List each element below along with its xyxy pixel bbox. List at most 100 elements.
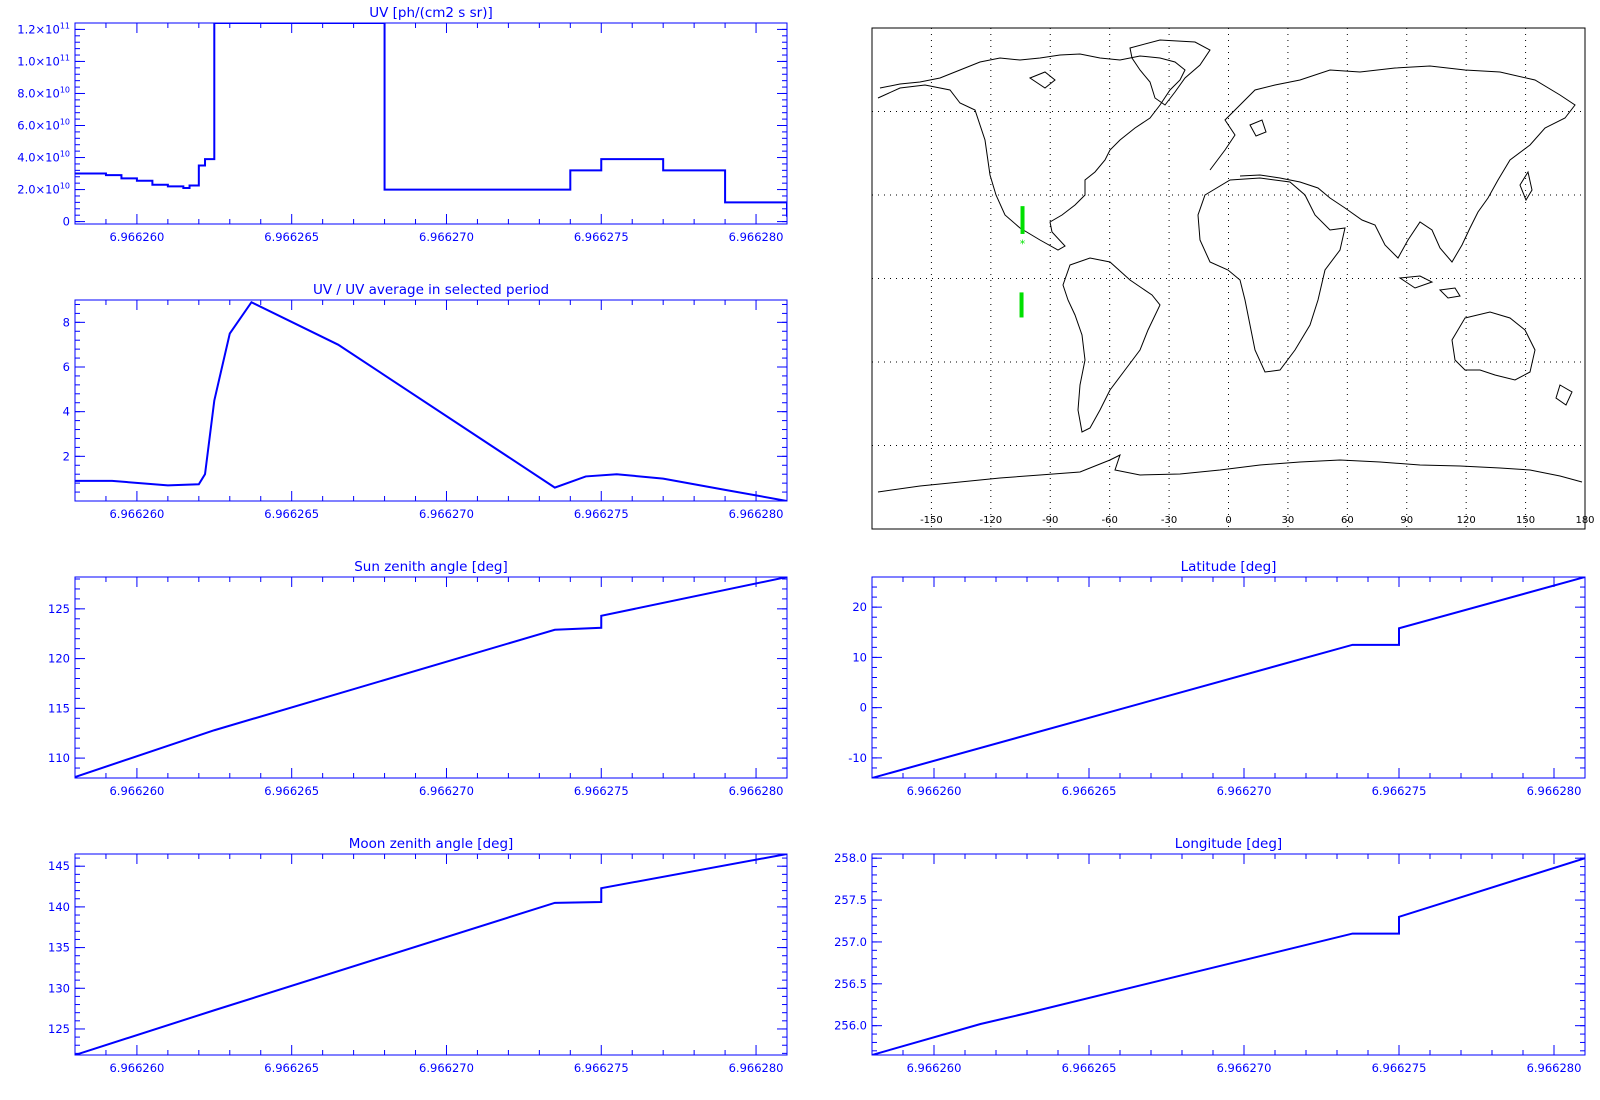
chart-longitude: Longitude [deg] 6.966260 6.966265 6.966270 6… — [834, 836, 1586, 1075]
x-tick-label: 6.966260 — [907, 784, 962, 798]
map-x-tick-label: -90 — [1042, 515, 1058, 526]
map-x-tick-label: -30 — [1161, 515, 1177, 526]
coastline-greenland — [1129, 39, 1211, 106]
map-x-tick-label: 120 — [1457, 515, 1476, 526]
map-grid — [872, 28, 1585, 529]
y-tick-label: 2.0×1010 — [17, 182, 70, 197]
y-tick-mantissa: 1.2×10 — [17, 22, 60, 36]
coastline-eurasia — [1209, 65, 1576, 263]
chart-title: Moon zenith angle [deg] — [349, 836, 514, 852]
x-tick-label: 6.966275 — [574, 507, 629, 521]
chart-sun_zenith: Sun zenith angle [deg] 6.966260 6.966265 6.… — [48, 559, 788, 798]
x-tick-label: 6.966280 — [1527, 784, 1582, 798]
y-tick-label: 4 — [63, 405, 70, 419]
y-tick-label: 140 — [48, 900, 70, 914]
x-tick-label: 6.966270 — [419, 230, 474, 244]
coastline-islands — [1028, 71, 1573, 406]
y-tick-label: 1.0×1011 — [17, 53, 70, 68]
map-x-tick-label: 90 — [1400, 515, 1413, 526]
plot-frame — [871, 853, 1586, 1056]
x-tick-label: 6.966280 — [729, 1061, 784, 1075]
x-tick-label: 6.966260 — [109, 230, 164, 244]
x-tick-label: 6.966260 — [109, 1061, 164, 1075]
ground-track: * — [1019, 206, 1026, 318]
y-tick-label: 256.0 — [834, 1019, 867, 1033]
chart-title: UV / UV average in selected period — [313, 282, 549, 298]
y-tick-label: 135 — [48, 941, 70, 955]
coastline-south-america — [1062, 257, 1161, 433]
chart-uv_ratio: UV / UV average in selected period 6.9662… — [63, 282, 788, 521]
x-tick-label: 6.966265 — [264, 1061, 319, 1075]
y-tick-label: 2 — [63, 449, 70, 463]
y-tick-label: 20 — [852, 600, 867, 614]
series-line — [75, 300, 787, 501]
y-tick-label: 8.0×1010 — [17, 85, 70, 100]
y-tick-label: 0 — [860, 701, 867, 715]
y-tick-mantissa: 8.0×10 — [17, 86, 60, 100]
y-tick-label: 115 — [48, 701, 70, 715]
series-line — [75, 23, 787, 217]
x-tick-label: 6.966260 — [109, 784, 164, 798]
x-tick-label: 6.966270 — [419, 507, 474, 521]
y-tick-label: 120 — [48, 652, 70, 666]
y-tick-mantissa: 6.0×10 — [17, 119, 60, 133]
y-tick-exponent: 11 — [60, 53, 70, 62]
x-tick-label: 6.966280 — [729, 507, 784, 521]
chart-title: Longitude [deg] — [1175, 836, 1282, 852]
y-tick-mantissa: 4.0×10 — [17, 151, 60, 165]
x-tick-label: 6.966280 — [1527, 1061, 1582, 1075]
plot-frame — [74, 853, 788, 1056]
map-x-tick-label: 150 — [1516, 515, 1535, 526]
y-tick-label: 0 — [63, 215, 70, 229]
ground-track-start-marker: * — [1020, 238, 1026, 251]
y-tick-mantissa: 1.0×10 — [17, 54, 60, 68]
y-tick-exponent: 10 — [60, 150, 70, 159]
x-tick-label: 6.966270 — [419, 784, 474, 798]
coastline-australia — [1451, 311, 1536, 381]
x-tick-label: 6.966275 — [1372, 784, 1427, 798]
y-tick-label: 110 — [48, 751, 70, 765]
chart-title: UV [ph/(cm2 s sr)] — [369, 5, 493, 21]
y-tick-label: 6.0×1010 — [17, 118, 70, 133]
coastline-africa — [1197, 177, 1346, 373]
y-tick-label: 257.0 — [834, 935, 867, 949]
coastline-antarctica — [877, 454, 1583, 493]
map-x-tick-label: 0 — [1225, 515, 1231, 526]
map-x-axis-labels: -150 -120 -90 -60 -30 0 30 60 90 120 150 180 — [920, 515, 1594, 526]
map-x-tick-label: 30 — [1282, 515, 1295, 526]
chart-title: Sun zenith angle [deg] — [354, 559, 508, 575]
y-tick-label: 145 — [48, 859, 70, 873]
map-x-tick-label: -150 — [920, 515, 943, 526]
y-tick-exponent: 10 — [60, 85, 70, 94]
map-x-tick-label: -120 — [979, 515, 1002, 526]
series-line — [872, 577, 1585, 778]
map-x-tick-label: -60 — [1101, 515, 1117, 526]
plot-frame — [74, 576, 788, 779]
x-tick-label: 6.966265 — [1062, 1061, 1117, 1075]
x-tick-label: 6.966260 — [109, 507, 164, 521]
x-tick-label: 6.966265 — [264, 784, 319, 798]
series-line — [75, 854, 787, 1055]
y-tick-label: 1.2×1011 — [17, 21, 70, 36]
x-tick-label: 6.966275 — [574, 784, 629, 798]
y-tick-label: 130 — [48, 981, 70, 995]
x-tick-label: 6.966265 — [1062, 784, 1117, 798]
series-line — [75, 577, 787, 778]
y-tick-exponent: 11 — [60, 21, 70, 30]
x-tick-label: 6.966280 — [729, 784, 784, 798]
y-tick-exponent: 10 — [60, 118, 70, 127]
chart-latitude: Latitude [deg] 6.966260 6.966265 6.966270 6.… — [848, 559, 1586, 798]
x-tick-label: 6.966265 — [264, 230, 319, 244]
x-tick-label: 6.966270 — [1217, 784, 1272, 798]
y-tick-label: 257.5 — [834, 893, 867, 907]
y-tick-label: 4.0×1010 — [17, 150, 70, 165]
coastline-north-america — [877, 53, 1186, 251]
y-tick-label: -10 — [848, 751, 867, 765]
y-tick-mantissa: 2.0×10 — [17, 183, 60, 197]
chart-moon_zenith: Moon zenith angle [deg] 6.966260 6.966265 6… — [48, 836, 788, 1075]
x-tick-label: 6.966270 — [419, 1061, 474, 1075]
plot-frame — [74, 299, 788, 502]
x-tick-label: 6.966275 — [1372, 1061, 1427, 1075]
map-x-tick-label: 180 — [1575, 515, 1594, 526]
